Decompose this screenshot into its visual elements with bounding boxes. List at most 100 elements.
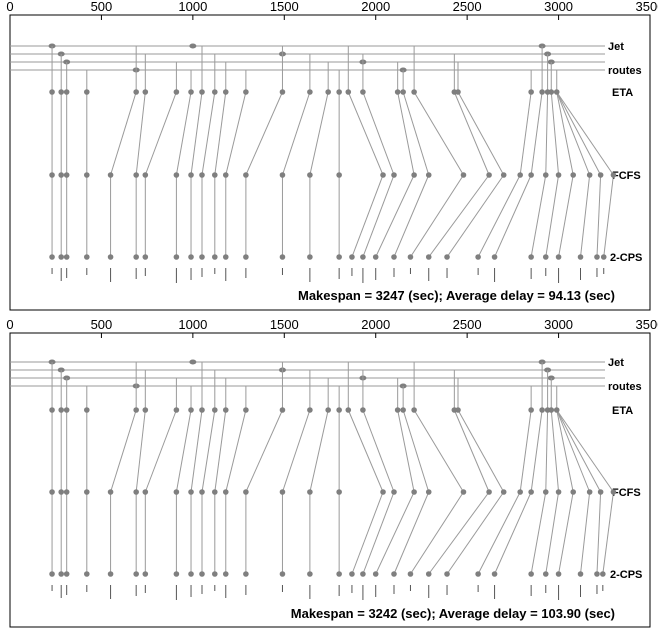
eta-node xyxy=(400,89,406,95)
axis-tick-label: 2000 xyxy=(361,317,390,332)
cps-node xyxy=(173,571,180,577)
fcfs-node xyxy=(173,172,180,178)
axis-tick-label: 2500 xyxy=(453,0,482,14)
eta-label: ETA xyxy=(612,87,633,99)
eta-fcfs-link xyxy=(457,409,505,493)
jet-label: Jet xyxy=(608,357,624,369)
fcfs-node xyxy=(500,489,507,495)
eta-node xyxy=(539,407,545,413)
cps-node xyxy=(107,571,114,577)
eta-node xyxy=(528,407,534,413)
eta-node xyxy=(199,407,205,413)
eta-fcfs-link xyxy=(453,91,490,176)
cps-node xyxy=(528,254,534,260)
cps-node xyxy=(243,254,249,260)
fcfs-cps-link xyxy=(375,174,415,258)
axis-tick-label: 2500 xyxy=(453,317,482,332)
cps-node xyxy=(594,254,600,260)
cps-node xyxy=(407,254,414,260)
eta-fcfs-link xyxy=(281,409,311,493)
eta-fcfs-link xyxy=(347,91,384,176)
cps-node xyxy=(444,571,450,577)
eta-fcfs-link xyxy=(201,91,216,176)
eta-fcfs-link xyxy=(556,409,591,493)
eta-node xyxy=(63,407,70,413)
eta-fcfs-link xyxy=(190,91,203,176)
fcfs-node xyxy=(528,489,534,495)
cps-node xyxy=(491,254,498,260)
jet-label: Jet xyxy=(608,41,624,53)
eta-node xyxy=(49,407,55,413)
cps-node xyxy=(600,571,606,577)
cps-node xyxy=(307,254,313,260)
cps-node xyxy=(58,571,64,577)
fcfs-cps-link xyxy=(410,491,464,575)
fcfs-node xyxy=(486,172,492,178)
fcfs-node xyxy=(63,489,70,495)
routes-label: routes xyxy=(608,381,642,393)
cps-node xyxy=(528,571,534,577)
cps-node xyxy=(372,571,379,577)
eta-fcfs-link xyxy=(519,409,532,493)
fcfs-cps-link xyxy=(580,491,591,575)
eta-fcfs-link xyxy=(545,409,549,493)
cps-node xyxy=(372,254,379,260)
cps-label: 2-CPS xyxy=(610,569,642,581)
cps-node xyxy=(49,571,55,577)
eta-fcfs-link xyxy=(281,91,311,176)
cps-node xyxy=(84,571,90,577)
eta-node xyxy=(173,407,180,413)
cps-node xyxy=(222,571,229,577)
cps-node xyxy=(58,254,64,260)
eta-node xyxy=(84,89,90,95)
eta-fcfs-link xyxy=(225,409,247,493)
fcfs-cps-link xyxy=(596,491,602,575)
eta-node xyxy=(548,89,555,95)
fcfs-node xyxy=(555,172,562,178)
eta-node xyxy=(411,407,417,413)
fcfs-node xyxy=(597,489,604,495)
axis-tick-label: 500 xyxy=(91,317,113,332)
fcfs-node xyxy=(49,172,55,178)
cps-node xyxy=(577,571,584,577)
eta-fcfs-link xyxy=(413,409,464,493)
eta-fcfs-link xyxy=(402,409,430,493)
fcfs-node xyxy=(307,172,313,178)
eta-fcfs-link xyxy=(556,91,602,176)
eta-node xyxy=(345,407,352,413)
cps-node xyxy=(188,254,194,260)
eta-node xyxy=(63,89,70,95)
fcfs-cps-link xyxy=(558,174,574,258)
cps-node xyxy=(84,254,90,260)
eta-fcfs-link xyxy=(201,409,216,493)
cps-node xyxy=(243,571,249,577)
cps-node xyxy=(475,571,481,577)
fcfs-node xyxy=(84,489,90,495)
eta-node xyxy=(243,407,249,413)
eta-node xyxy=(212,89,218,95)
fcfs-node xyxy=(133,489,139,495)
axis-tick-label: 3500 xyxy=(636,317,658,332)
fcfs-node xyxy=(570,172,576,178)
cps-node xyxy=(49,254,55,260)
eta-fcfs-link xyxy=(556,409,614,493)
fcfs-cps-link xyxy=(602,491,614,575)
fcfs-cps-link xyxy=(428,174,490,258)
axis-tick-label: 3000 xyxy=(544,0,573,14)
eta-fcfs-link xyxy=(530,91,543,176)
eta-fcfs-link xyxy=(362,409,395,493)
fcfs-cps-link xyxy=(545,491,560,575)
fcfs-node xyxy=(107,489,114,495)
fcfs-node xyxy=(486,489,492,495)
fcfs-cps-link xyxy=(494,174,532,258)
fcfs-node xyxy=(542,489,549,495)
axis-tick-label: 0 xyxy=(6,317,13,332)
cps-node xyxy=(391,254,397,260)
eta-fcfs-link xyxy=(362,91,395,176)
eta-fcfs-link xyxy=(397,91,415,176)
eta-node xyxy=(360,89,366,95)
fcfs-cps-link xyxy=(446,491,505,575)
eta-fcfs-link xyxy=(309,91,329,176)
eta-node xyxy=(553,89,560,95)
